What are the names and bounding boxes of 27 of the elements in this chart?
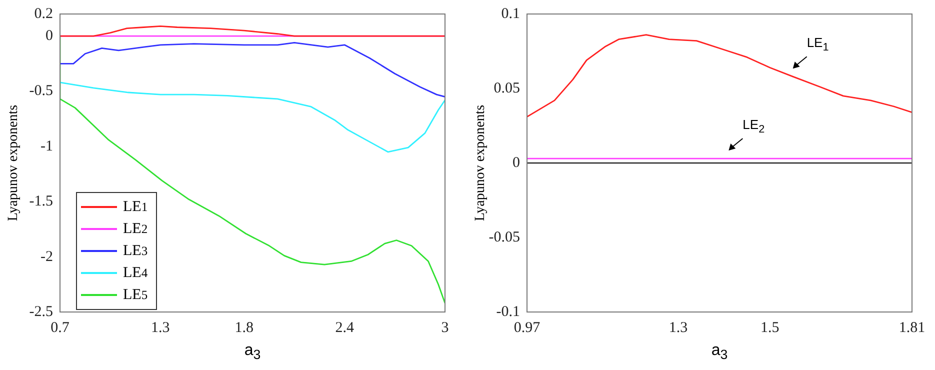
x-tick-label: 3 <box>441 320 449 336</box>
x-tick-label: 2.4 <box>335 320 354 336</box>
x-tick-label: 1.3 <box>151 320 170 336</box>
y-axis-title: Lyapunov exponents <box>6 104 22 222</box>
y-tick-label: 0 <box>512 154 520 171</box>
x-tick-label: 0.7 <box>50 320 70 336</box>
y-tick-label: -1.5 <box>29 194 53 210</box>
y-tick-label: -1 <box>40 138 53 154</box>
x-tick-label: 1.81 <box>898 320 926 336</box>
annotation: LE$_{2}$ <box>742 116 765 136</box>
y-tick-label: 0 <box>46 28 53 44</box>
x-tick-label: 0.97 <box>514 320 541 336</box>
y-tick-label: -2 <box>40 248 53 265</box>
x-axis-title: a$_{3}$ <box>711 342 728 362</box>
x-tick-label: 1.8 <box>234 320 254 336</box>
y-axis-title: Lyapunov exponents <box>473 104 489 222</box>
annotation: LE$_{1}$ <box>806 34 829 54</box>
x-tick-label: 1.3 <box>668 320 688 336</box>
y-tick-label: -2.5 <box>29 304 53 320</box>
y-tick-label: -0.1 <box>496 304 520 320</box>
y-tick-label: -0.5 <box>29 83 53 100</box>
y-tick-label: -0.05 <box>488 229 520 246</box>
x-axis-title: a$_{3}$ <box>244 342 261 362</box>
y-tick-label: 0.05 <box>494 80 520 96</box>
y-tick-label: 0.1 <box>501 6 520 22</box>
x-tick-label: 1.5 <box>760 320 780 336</box>
y-tick-label: 0.2 <box>34 6 53 22</box>
